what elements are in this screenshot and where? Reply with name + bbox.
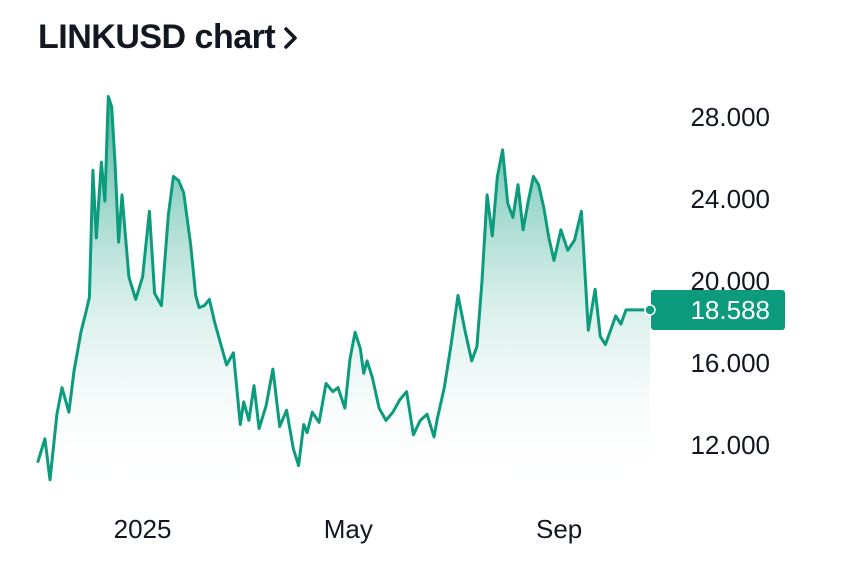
x-axis: 2025 May Sep (114, 514, 583, 544)
y-tick-label: 24.000 (690, 184, 770, 214)
last-price-marker (644, 304, 656, 316)
x-tick-label: Sep (536, 514, 582, 544)
y-tick-label: 28.000 (690, 102, 770, 132)
last-price-tag: 18.588 (644, 289, 785, 330)
y-tick-label: 16.000 (690, 348, 770, 378)
plot-area (36, 95, 652, 491)
chart-title: LINKUSD chart (38, 18, 276, 56)
x-tick-label: 2025 (114, 514, 172, 544)
price-area-fill (38, 96, 650, 491)
price-series-line (36, 95, 652, 482)
x-tick-label: May (324, 514, 373, 544)
y-tick-label: 12.000 (690, 430, 770, 460)
chart-title-link[interactable]: LINKUSD chart (38, 18, 299, 57)
last-price-label: 18.588 (690, 295, 770, 325)
last-price-badge (651, 289, 785, 330)
chevron-right-icon (283, 26, 299, 50)
